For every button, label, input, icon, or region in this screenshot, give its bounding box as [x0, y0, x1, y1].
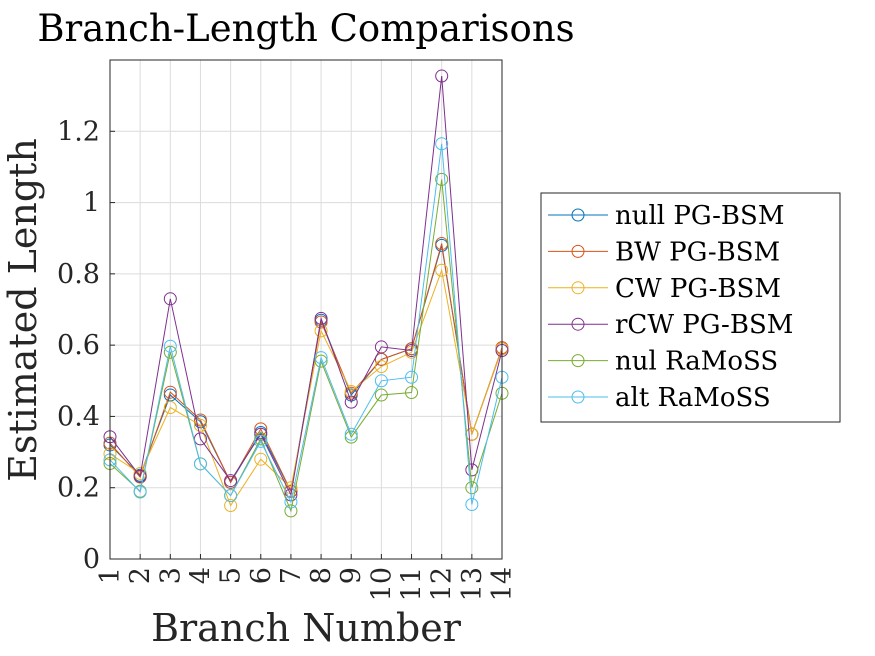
- data-point-s2-x8: [314, 315, 328, 329]
- data-point-s4-x8: [314, 311, 328, 325]
- data-point-s5-x9: [344, 430, 358, 444]
- data-point-s5-x11: [405, 386, 419, 400]
- data-point-s6-x4: [193, 457, 207, 471]
- x-tick-label-14: 14: [487, 567, 518, 601]
- y-tick-label-2: 0.4: [57, 401, 100, 432]
- legend-box: [540, 192, 841, 423]
- y-axis-title: Estimated Length: [1, 138, 45, 482]
- legend: null PG-BSM BW PG-BSM CW PG-BSM rCW PG-BSM n…: [540, 192, 841, 423]
- x-tick-label-1: 1: [95, 567, 126, 584]
- legend-label-5: nul RaMoSS: [615, 347, 778, 377]
- data-point-s6-x5: [224, 489, 238, 503]
- data-point-s6-x2: [133, 485, 147, 499]
- data-point-s3-x5: [224, 499, 238, 513]
- x-tick-label-7: 7: [276, 567, 307, 584]
- data-point-s6-x7: [284, 495, 298, 509]
- legend-entry-2: BW PG-BSM: [548, 237, 780, 267]
- data-point-s6-x13: [465, 497, 479, 511]
- y-tick-label-1: 0.2: [57, 473, 100, 504]
- x-tick-label-2: 2: [125, 567, 156, 584]
- y-tick-label-6: 1.2: [57, 116, 100, 147]
- x-tick-label-9: 9: [336, 567, 367, 584]
- y-tick-label-5: 1: [83, 188, 100, 219]
- y-tick-label-3: 0.6: [57, 330, 100, 361]
- legend-entry-1: null PG-BSM: [548, 201, 784, 231]
- legend-marker-1: [571, 208, 585, 222]
- x-tick-label-4: 4: [185, 567, 216, 584]
- legend-marker-2: [571, 244, 585, 258]
- data-point-s5-x12: [435, 172, 449, 186]
- x-tick-label-13: 13: [457, 567, 488, 601]
- x-axis-title: Branch Number: [151, 606, 462, 650]
- data-point-s6-x6: [254, 434, 268, 448]
- data-point-s3-x2: [133, 466, 147, 480]
- series-2: [103, 237, 509, 498]
- series-6: [103, 137, 509, 511]
- data-point-s5-x13: [465, 481, 479, 495]
- data-point-s2-x3: [163, 385, 177, 399]
- x-tick-label-12: 12: [427, 567, 458, 601]
- x-axis-ticks: 1 2 3 4 5 6 7 8 9 10 11 12 13 14: [95, 554, 518, 601]
- x-tick-label-10: 10: [366, 567, 397, 601]
- plot-frame: [109, 59, 503, 560]
- x-tick-label-5: 5: [216, 567, 247, 584]
- data-point-s5-x8: [314, 354, 328, 368]
- data-point-s6-x3: [163, 339, 177, 353]
- data-point-s4-x2: [133, 469, 147, 483]
- data-point-s6-x12: [435, 137, 449, 151]
- series-line-6: [109, 143, 503, 505]
- series-layer: [103, 69, 509, 518]
- data-point-s6-x10: [374, 374, 388, 388]
- legend-marker-5: [571, 354, 585, 368]
- data-point-s5-x7: [284, 504, 298, 518]
- legend-label-6: alt RaMoSS: [615, 383, 771, 413]
- data-point-s3-x12: [435, 263, 449, 277]
- series-line-5: [109, 179, 503, 513]
- data-point-s5-x10: [374, 388, 388, 402]
- data-point-s6-x11: [405, 370, 419, 384]
- data-point-s4-x6: [254, 427, 268, 441]
- x-tick-label-8: 8: [306, 567, 337, 584]
- chart-title: Branch-Length Comparisons: [37, 7, 574, 50]
- legend-label-2: BW PG-BSM: [615, 237, 780, 267]
- data-point-s3-x4: [193, 418, 207, 432]
- legend-label-1: null PG-BSM: [615, 201, 784, 231]
- y-axis-ticks: 0 0.2 0.4 0.6 0.8 1 1.2: [57, 116, 115, 575]
- legend-entry-4: rCW PG-BSM: [548, 310, 793, 340]
- x-tick-label-3: 3: [155, 567, 186, 584]
- data-point-s4-x10: [374, 340, 388, 354]
- legend-entry-6: alt RaMoSS: [548, 383, 771, 413]
- data-point-s4-x3: [163, 292, 177, 306]
- series-line-4: [109, 75, 503, 497]
- legend-marker-6: [571, 390, 585, 404]
- data-point-s3-x10: [374, 360, 388, 374]
- legend-label-4: rCW PG-BSM: [615, 310, 793, 340]
- data-point-s3-x6: [254, 452, 268, 466]
- legend-entry-5: nul RaMoSS: [548, 347, 778, 377]
- data-point-s3-x3: [163, 401, 177, 415]
- data-point-s4-x12: [435, 69, 449, 83]
- series-line-1: [109, 245, 503, 493]
- data-point-s4-x9: [344, 395, 358, 409]
- legend-marker-4: [571, 317, 585, 331]
- legend-entry-3: CW PG-BSM: [548, 274, 781, 304]
- y-tick-label-4: 0.8: [57, 259, 100, 290]
- x-tick-label-11: 11: [397, 567, 428, 601]
- legend-marker-3: [571, 281, 585, 295]
- data-point-s6-x8: [314, 351, 328, 365]
- y-tick-label-0: 0: [83, 544, 100, 575]
- data-point-s4-x5: [224, 474, 238, 488]
- legend-label-3: CW PG-BSM: [615, 274, 781, 304]
- x-tick-label-6: 6: [246, 567, 277, 584]
- data-point-s6-x9: [344, 427, 358, 441]
